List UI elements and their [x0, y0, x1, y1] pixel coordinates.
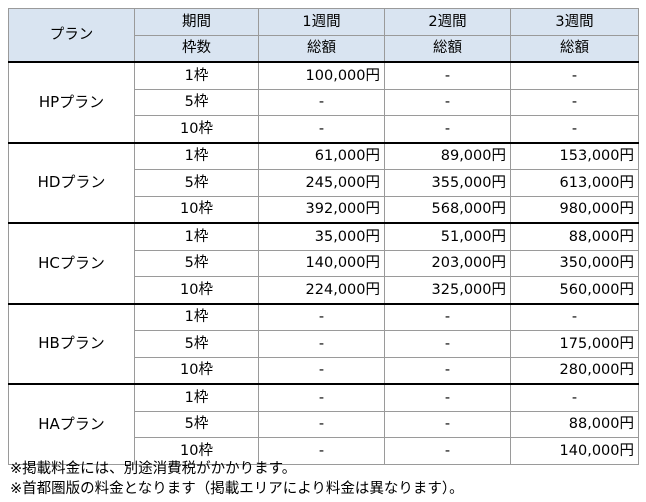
price-cell: -	[258, 437, 385, 465]
table-row: HCプラン 1枠 35,000円 51,000円 88,000円	[8, 222, 639, 304]
frames-cell: 10枠	[134, 356, 259, 385]
table-row: 10枠 - - -	[9, 115, 639, 143]
price-cell: 280,000円	[510, 356, 639, 385]
plan-name-cell: HAプラン	[8, 383, 135, 465]
table-row: HPプラン 1枠 100,000円 - -	[8, 61, 639, 143]
frames-cell: 10枠	[134, 437, 259, 465]
header-period-1week: 1週間	[258, 8, 385, 36]
frames-cell: 10枠	[134, 115, 259, 143]
price-cell: -	[258, 88, 385, 116]
price-cell: 568,000円	[384, 195, 511, 224]
table-row: 10枠 224,000円 325,000円 560,000円	[9, 276, 639, 304]
frames-cell: 5枠	[134, 330, 259, 358]
table-row: 10枠 - -140,000円	[9, 437, 639, 465]
price-cell: 153,000円	[510, 141, 639, 170]
price-cell: -	[258, 383, 385, 412]
frames-cell: 5枠	[134, 169, 259, 197]
plan-name-cell: HCプラン	[8, 222, 135, 304]
table-row: 5枠 - -175,000円	[9, 330, 639, 358]
frames-cell: 5枠	[134, 88, 259, 116]
table-header: プラン 期間 1週間 2週間 3週間 枠数 総額 総額 総額	[8, 8, 639, 63]
header-period-2week: 2週間	[384, 8, 511, 36]
price-cell: 51,000円	[384, 222, 511, 251]
frames-cell: 1枠	[134, 302, 259, 331]
header-row-period: プラン 期間 1週間 2週間 3週間	[8, 8, 639, 63]
price-cell: -	[510, 88, 639, 116]
frames-cell: 5枠	[134, 410, 259, 438]
header-period: 期間	[134, 8, 259, 36]
price-cell: 88,000円	[510, 410, 639, 438]
price-cell: 100,000円	[258, 61, 385, 90]
price-cell: -	[510, 61, 639, 90]
frames-cell: 1枠	[134, 61, 259, 90]
plan-name-cell: HBプラン	[8, 302, 135, 385]
price-cell: 325,000円	[384, 276, 511, 304]
header-total-3week: 総額	[510, 34, 639, 63]
price-cell: 35,000円	[258, 222, 385, 251]
price-cell: 203,000円	[384, 249, 511, 277]
price-cell: 980,000円	[510, 195, 639, 224]
table-body: HPプラン 1枠 100,000円 - -5枠 - - -10枠 - - - HDプラン 1枠 61,00…	[8, 61, 639, 465]
frames-cell: 5枠	[134, 249, 259, 277]
table-row: HAプラン 1枠 - - -	[8, 383, 639, 465]
price-cell: 140,000円	[258, 249, 385, 277]
price-cell: -	[258, 330, 385, 358]
plan-name-cell: HPプラン	[8, 61, 135, 143]
header-row-total: 枠数 総額 総額 総額	[9, 34, 639, 63]
price-cell: 175,000円	[510, 330, 639, 358]
frames-cell: 1枠	[134, 222, 259, 251]
price-cell: -	[258, 302, 385, 331]
price-cell: -	[258, 356, 385, 385]
price-cell: -	[384, 410, 511, 438]
table-row: 5枠 140,000円 203,000円 350,000円	[9, 249, 639, 277]
table-row: 5枠 - - -	[9, 88, 639, 116]
footnote-region: ※首都圏版の料金となります（掲載エリアにより料金は異なります）。	[10, 481, 464, 497]
price-cell: 61,000円	[258, 141, 385, 170]
price-cell: 140,000円	[510, 437, 639, 465]
frames-cell: 10枠	[134, 195, 259, 224]
header-period-3week: 3週間	[510, 8, 639, 36]
header-total-1week: 総額	[258, 34, 385, 63]
price-cell: 355,000円	[384, 169, 511, 197]
footnote-tax: ※掲載料金には、別途消費税がかかります。	[10, 461, 297, 477]
price-cell: 245,000円	[258, 169, 385, 197]
price-cell: -	[384, 383, 511, 412]
table-row: 5枠 - -88,000円	[9, 410, 639, 438]
frames-cell: 10枠	[134, 276, 259, 304]
price-cell: -	[384, 356, 511, 385]
price-cell: -	[384, 115, 511, 143]
table-row: HDプラン 1枠 61,000円 89,000円 153,000円	[8, 141, 639, 224]
price-cell: -	[384, 88, 511, 116]
price-cell: -	[384, 437, 511, 465]
price-cell: -	[510, 115, 639, 143]
price-cell: -	[510, 302, 639, 331]
price-cell: 560,000円	[510, 276, 639, 304]
price-cell: 224,000円	[258, 276, 385, 304]
header-plan: プラン	[8, 8, 135, 63]
header-total-2week: 総額	[384, 34, 511, 63]
footnotes: ※掲載料金には、別途消費税がかかります。 ※首都圏版の料金となります（掲載エリア…	[10, 459, 464, 499]
frames-cell: 1枠	[134, 383, 259, 412]
header-frames: 枠数	[134, 34, 259, 63]
frames-cell: 1枠	[134, 141, 259, 170]
price-cell: -	[258, 115, 385, 143]
table-row: 10枠 392,000円 568,000円 980,000円	[9, 195, 639, 224]
price-table: プラン 期間 1週間 2週間 3週間 枠数 総額 総額 総額 HPプラン 1枠 10…	[8, 8, 639, 465]
price-cell: 350,000円	[510, 249, 639, 277]
plan-name-cell: HDプラン	[8, 141, 135, 224]
price-cell: -	[384, 61, 511, 90]
price-cell: 392,000円	[258, 195, 385, 224]
price-cell: -	[384, 330, 511, 358]
price-cell: 613,000円	[510, 169, 639, 197]
price-cell: -	[510, 383, 639, 412]
price-cell: 88,000円	[510, 222, 639, 251]
price-cell: -	[258, 410, 385, 438]
price-cell: -	[384, 302, 511, 331]
table-row: HBプラン 1枠 - - -	[8, 302, 639, 385]
price-cell: 89,000円	[384, 141, 511, 170]
